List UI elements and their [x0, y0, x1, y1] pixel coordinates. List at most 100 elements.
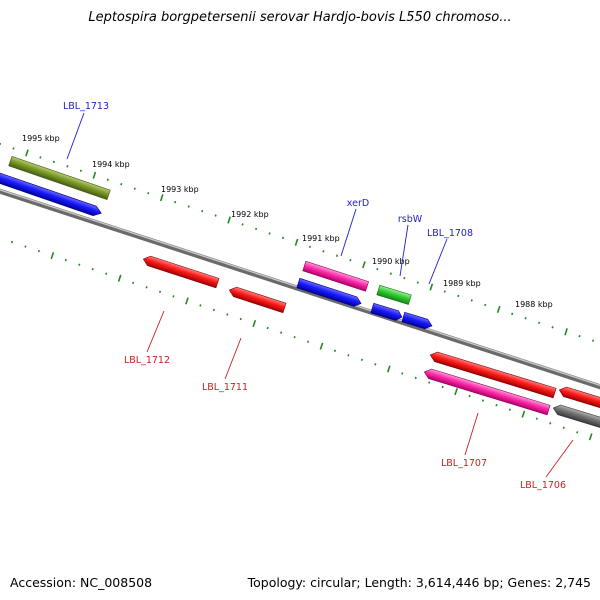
accession-text: Accession: NC_008508 — [10, 575, 153, 590]
inner-ruler-dot — [172, 295, 175, 298]
gene-rsbW[interactable] — [376, 284, 412, 305]
leader-rsbW — [399, 224, 409, 277]
kbp-label: 1993 kbp — [161, 185, 199, 194]
outer-ruler-dot — [106, 178, 109, 181]
inner-ruler-major-tick — [521, 410, 526, 418]
inner-ruler-major-tick — [588, 433, 593, 441]
kbp-label: 1991 kbp — [302, 234, 340, 243]
gene-label-LBL_1711: LBL_1711 — [202, 382, 248, 393]
inner-ruler-dot — [441, 385, 444, 389]
kbp-label: 1992 kbp — [231, 210, 269, 219]
inner-ruler-dot — [37, 249, 40, 253]
inner-ruler-major-tick — [386, 365, 391, 373]
outer-ruler-major-tick — [496, 305, 501, 313]
outer-ruler-major-tick — [362, 261, 366, 269]
kbp-label: 1994 kbp — [92, 160, 130, 169]
outer-ruler-major-tick — [564, 328, 568, 336]
inner-ruler-dot — [91, 267, 94, 271]
leader-LBL_1707 — [464, 412, 479, 456]
inner-ruler-dot — [347, 354, 350, 357]
outer-ruler-dot — [591, 339, 595, 342]
gene-label-LBL_1713: LBL_1713 — [63, 101, 109, 112]
outer-ruler-dot — [255, 227, 258, 231]
inner-ruler-dot — [535, 417, 538, 420]
leader-LBL_1706 — [545, 439, 574, 478]
inner-ruler-major-tick — [252, 319, 257, 328]
genome-summary-text: Topology: circular; Length: 3,614,446 bp… — [247, 575, 591, 590]
map-title: Leptospira borgpetersenii serovar Hardjo… — [88, 10, 512, 25]
outer-ruler-dot — [349, 259, 352, 262]
kbp-label: 1990 kbp — [372, 257, 410, 266]
inner-ruler-dot — [132, 281, 135, 284]
inner-ruler-dot — [508, 408, 512, 411]
inner-ruler-major-tick — [50, 252, 55, 260]
gene-LBL_1713[interactable] — [8, 155, 111, 201]
inner-ruler-dot — [306, 340, 310, 343]
leader-LBL_1708 — [428, 238, 448, 285]
inner-ruler-dot — [333, 349, 337, 352]
inner-ruler-dot — [105, 272, 108, 275]
gene-LBL_1707[interactable] — [423, 367, 551, 416]
outer-ruler-major-tick — [25, 149, 29, 157]
gene-LBL_1706[interactable] — [552, 403, 600, 431]
outer-ruler-dot — [201, 209, 204, 213]
gene-LBL_1707-red[interactable] — [429, 350, 557, 399]
outer-ruler-dot — [133, 187, 136, 190]
inner-ruler-dot — [10, 240, 14, 244]
outer-ruler-dot — [376, 267, 379, 271]
leader-LBL_1713 — [66, 112, 85, 160]
outer-ruler-dot — [79, 169, 82, 173]
outer-ruler-dot — [511, 312, 514, 316]
outer-ruler-dot — [39, 156, 42, 159]
inner-ruler-dot — [495, 403, 498, 407]
outer-ruler-dot — [470, 299, 473, 302]
inner-ruler-dot — [360, 358, 363, 362]
gene-LBL_1713-blue[interactable] — [0, 171, 103, 218]
inner-ruler-dot — [24, 245, 27, 248]
inner-ruler-dot — [199, 304, 202, 307]
outer-ruler-dot — [12, 147, 15, 150]
gene-xerD-blue[interactable] — [296, 277, 363, 308]
gene-LBL_1712[interactable] — [142, 254, 220, 289]
inner-ruler-dot — [293, 335, 296, 339]
inner-ruler-dot — [158, 290, 162, 294]
outer-ruler-dot — [52, 160, 55, 164]
inner-ruler-dot — [549, 422, 552, 425]
outer-ruler-dot — [187, 205, 190, 208]
outer-ruler-major-tick — [227, 216, 231, 224]
gene-label-LBL_1707: LBL_1707 — [441, 458, 487, 469]
gene-label-LBL_1706: LBL_1706 — [520, 480, 566, 491]
outer-ruler-major-tick — [429, 283, 434, 291]
inner-ruler-dot — [266, 326, 269, 330]
leader-xerD — [340, 208, 357, 257]
outer-ruler-dot — [268, 232, 271, 235]
inner-ruler-dot — [145, 286, 148, 289]
inner-ruler-major-tick — [454, 387, 458, 396]
inner-ruler-dot — [280, 331, 283, 334]
inner-ruler-dot — [576, 431, 579, 434]
outer-ruler-dot — [174, 200, 177, 204]
outer-ruler-dot — [147, 191, 150, 195]
inner-ruler — [10, 240, 593, 441]
outer-ruler-dot — [120, 183, 123, 186]
gene-label-leaders — [66, 112, 574, 478]
leader-LBL_1711 — [224, 337, 242, 380]
gene-xerD[interactable] — [302, 260, 370, 292]
outer-ruler-dot — [241, 223, 244, 226]
gene-LBL_1706-red[interactable] — [558, 385, 600, 413]
outer-ruler-dot — [335, 254, 339, 257]
outer-ruler-major-tick — [92, 171, 97, 179]
gene-rsbW-blue[interactable] — [370, 302, 404, 322]
kbp-label: 1995 kbp — [22, 134, 60, 143]
gene-LBL_1708[interactable] — [401, 311, 434, 330]
inner-ruler-dot — [562, 426, 565, 429]
outer-ruler-dot — [214, 214, 217, 217]
outer-ruler-dot — [443, 290, 446, 293]
inner-ruler-dot — [64, 258, 67, 262]
genome-backbone — [0, 188, 600, 390]
gene-LBL_1711[interactable] — [228, 285, 287, 314]
outer-ruler-dot — [66, 165, 69, 168]
inner-ruler-dot — [78, 263, 81, 266]
inner-ruler-dot — [374, 363, 377, 366]
